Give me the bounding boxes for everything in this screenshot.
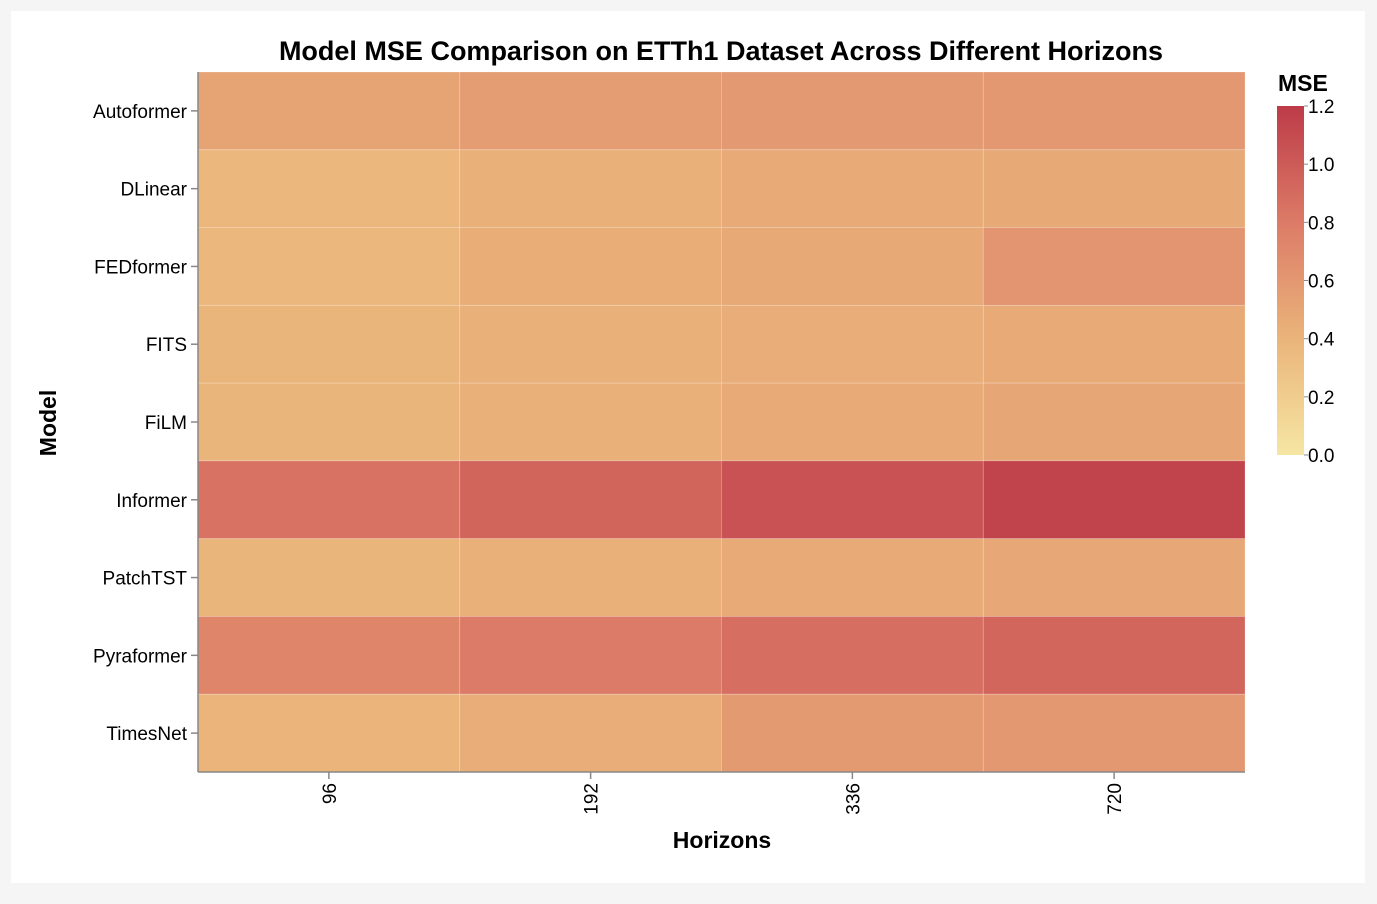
y-tick-label: FITS — [146, 335, 187, 356]
legend-tick-label: 0.2 — [1308, 388, 1334, 409]
heatmap-cell — [197, 616, 461, 695]
legend-gradient-bar — [1277, 106, 1304, 455]
heatmap-cell — [197, 382, 461, 462]
heatmap-cell — [197, 693, 461, 773]
heatmap-cell — [982, 693, 1246, 773]
heatmap-cell — [459, 460, 722, 540]
heatmap-cells — [197, 71, 1246, 773]
heatmap-cell — [982, 227, 1246, 306]
heatmap-cell — [982, 71, 1246, 151]
heatmap-chart: Model MSE Comparison on ETTh1 Dataset Ac… — [35, 36, 1335, 853]
heatmap-cell — [721, 616, 984, 695]
x-tick-label: 96 — [320, 783, 341, 804]
x-tick-label: 192 — [582, 783, 603, 815]
heatmap-cell — [982, 460, 1246, 540]
heatmap-cell — [721, 149, 984, 228]
axes: Autoformer DLinear FEDformer FITS FiLM Inform… — [93, 72, 1245, 815]
y-tick-label: FiLM — [145, 413, 187, 434]
heatmap-cell — [982, 382, 1246, 462]
legend-tick-label: 1.0 — [1308, 155, 1334, 176]
heatmap-cell — [459, 616, 722, 695]
legend-tick-label: 0.0 — [1308, 446, 1334, 467]
heatmap-cell — [721, 382, 984, 462]
heatmap-cell — [197, 538, 461, 617]
heatmap-cell — [459, 149, 722, 228]
heatmap-cell — [982, 304, 1246, 384]
heatmap-cell — [459, 538, 722, 617]
x-tick-label: 336 — [843, 783, 864, 815]
heatmap-cell — [197, 460, 461, 540]
heatmap-cell — [721, 71, 984, 151]
heatmap-cell — [197, 227, 461, 306]
heatmap-cell — [459, 71, 722, 151]
heatmap-cell — [982, 538, 1246, 617]
x-axis-title: Horizons — [673, 827, 771, 853]
heatmap-cell — [982, 616, 1246, 695]
x-tick-label: 720 — [1105, 783, 1126, 815]
chart-card: Model MSE Comparison on ETTh1 Dataset Ac… — [11, 11, 1365, 883]
legend-title: MSE — [1278, 70, 1328, 96]
chart-title: Model MSE Comparison on ETTh1 Dataset Ac… — [279, 36, 1163, 66]
y-tick-label: TimesNet — [106, 724, 187, 745]
heatmap-cell — [197, 71, 461, 151]
heatmap-cell — [721, 304, 984, 384]
y-tick-label: DLinear — [120, 180, 187, 201]
color-legend: MSE 0.0 0.2 0.4 0.6 0.8 1.0 1.2 — [1277, 70, 1335, 467]
heatmap-cell — [459, 382, 722, 462]
heatmap-cell — [459, 227, 722, 306]
y-axis-title: Model — [35, 390, 61, 456]
heatmap-cell — [459, 304, 722, 384]
legend-tick-label: 0.4 — [1308, 330, 1335, 351]
heatmap-cell — [197, 304, 461, 384]
legend-tick-label: 0.6 — [1308, 272, 1334, 293]
y-tick-label: FEDformer — [94, 257, 188, 278]
heatmap-cell — [721, 538, 984, 617]
y-tick-label: Autoformer — [93, 102, 188, 123]
heatmap-cell — [459, 693, 722, 773]
legend-tick-label: 0.8 — [1308, 213, 1334, 234]
heatmap-cell — [721, 227, 984, 306]
y-tick-label: Informer — [116, 491, 187, 512]
heatmap-cell — [721, 460, 984, 540]
legend-tick-label: 1.2 — [1308, 97, 1334, 118]
heatmap-cell — [721, 693, 984, 773]
y-tick-label: PatchTST — [103, 569, 188, 590]
heatmap-cell — [197, 149, 461, 228]
y-tick-label: Pyraformer — [93, 646, 188, 667]
heatmap-cell — [982, 149, 1246, 228]
